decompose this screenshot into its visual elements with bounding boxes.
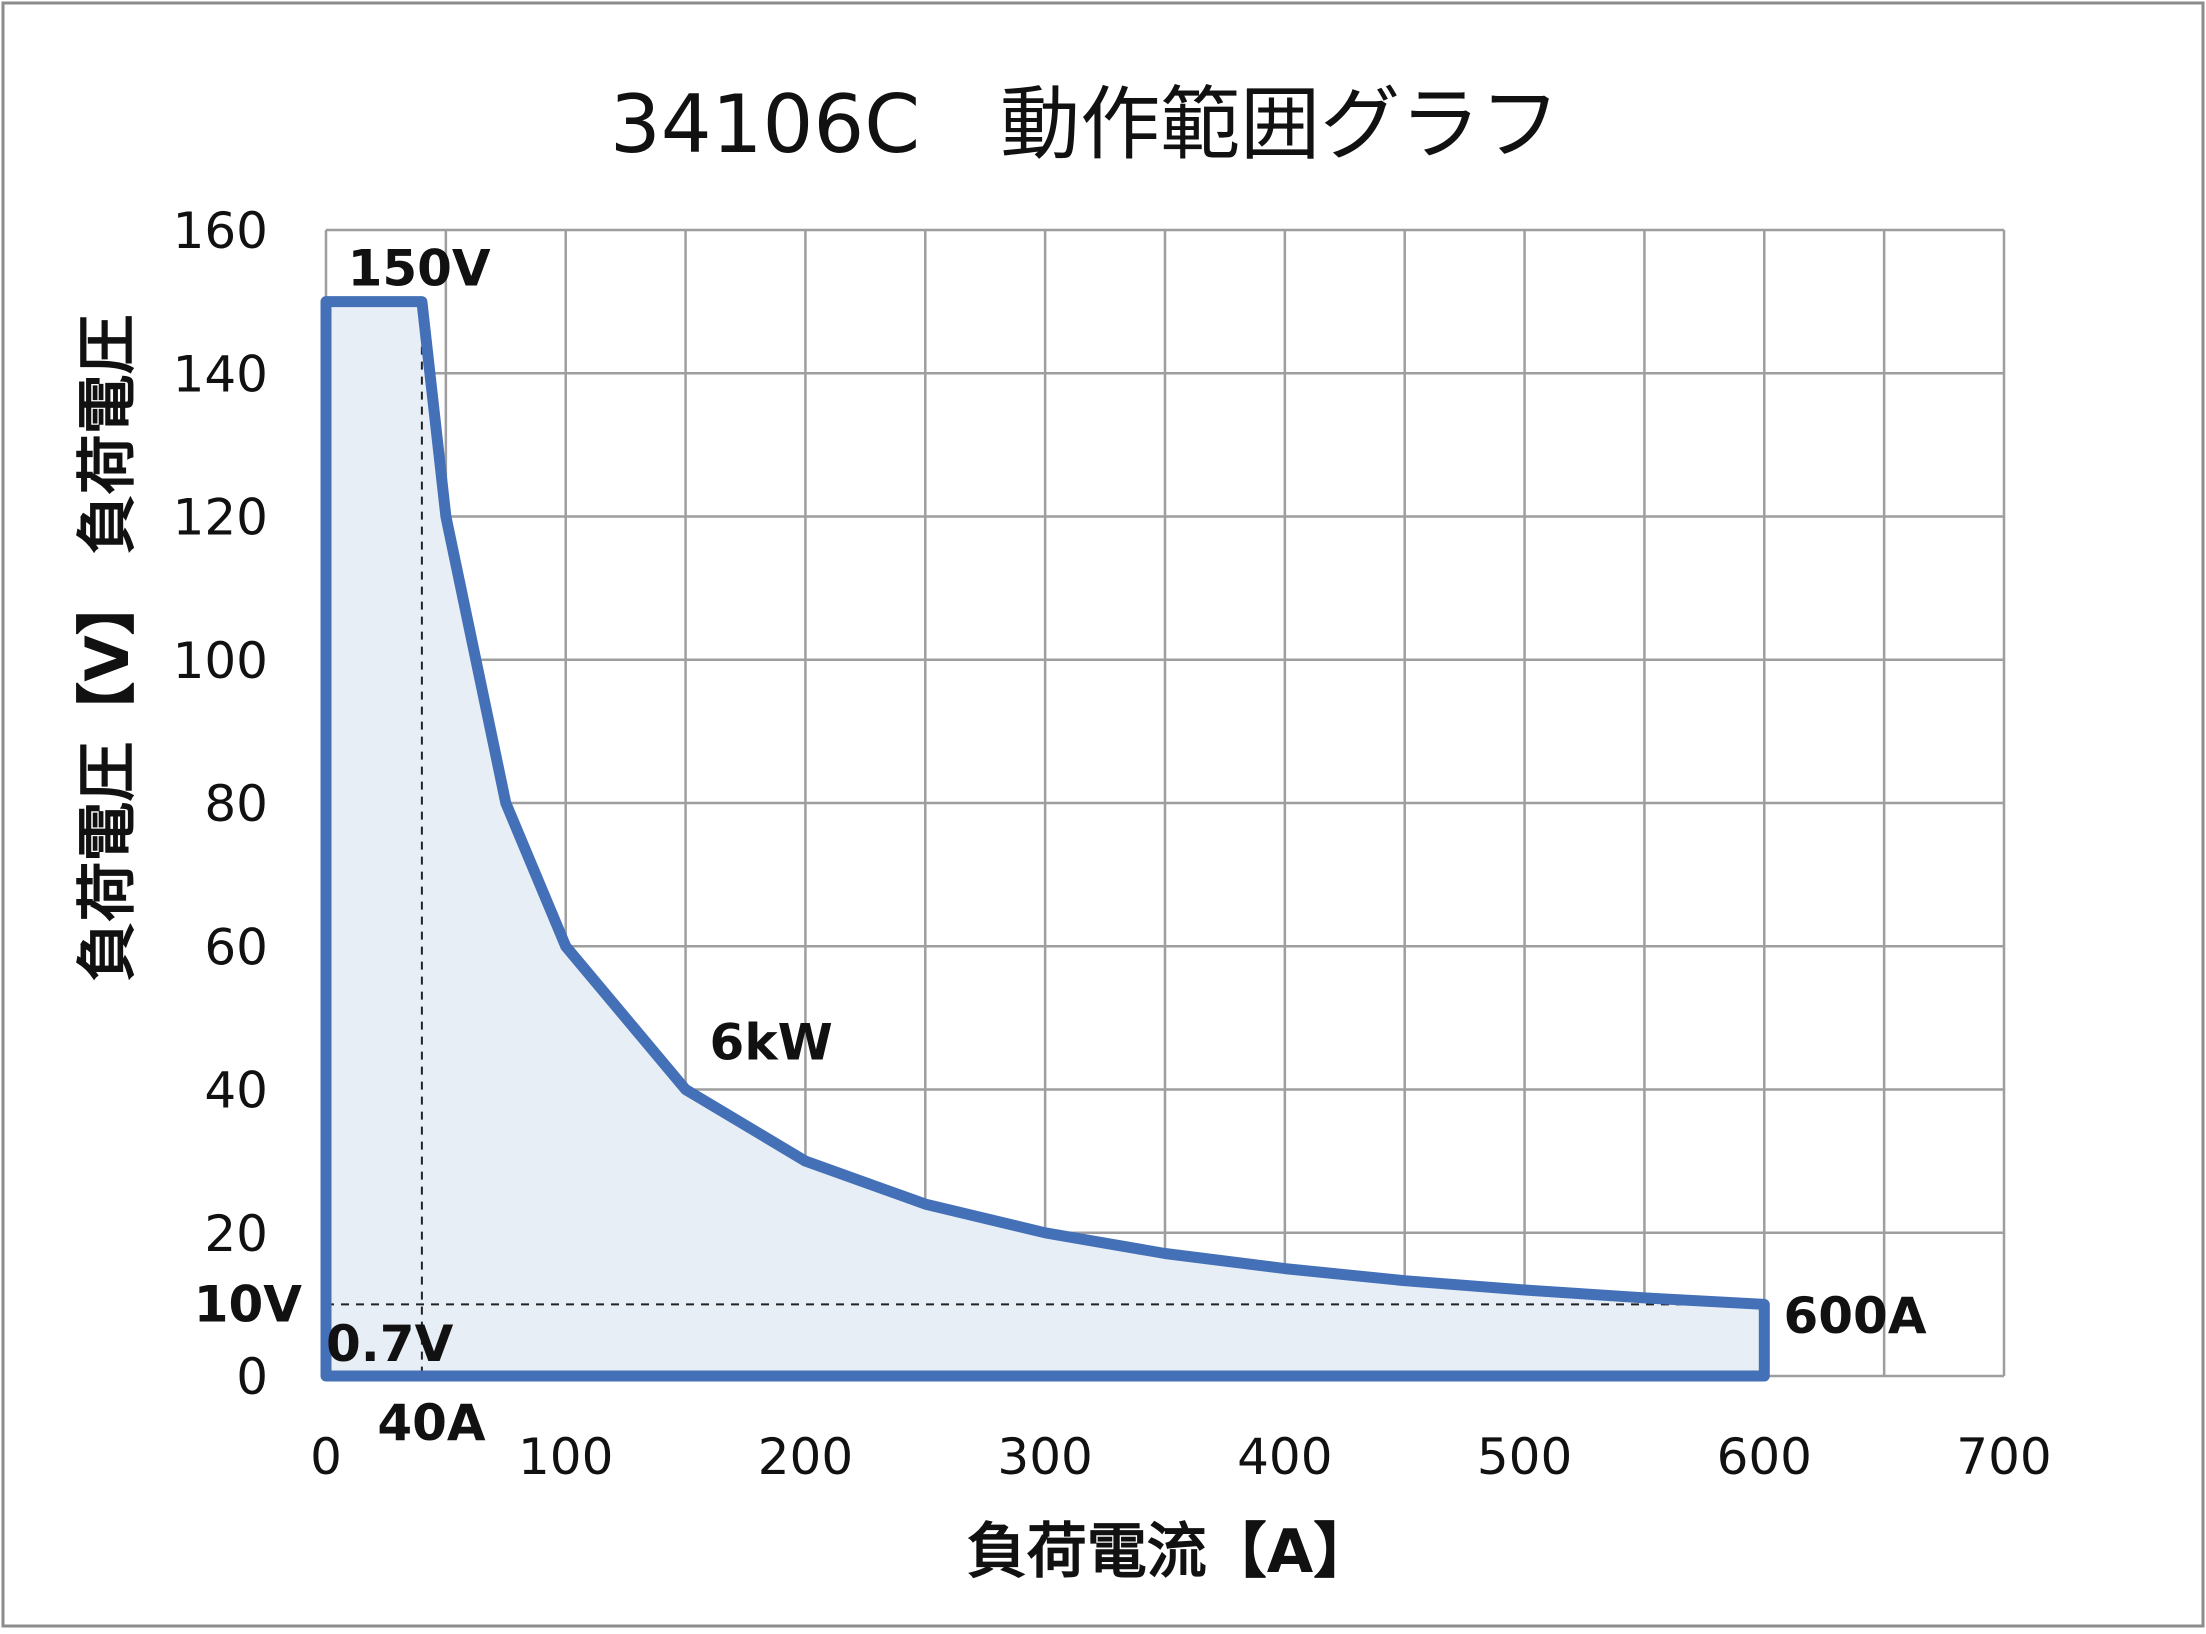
x-tick-label: 100 [518, 1428, 613, 1486]
annotation-label: 40A [377, 1394, 486, 1452]
x-tick-label: 600 [1717, 1428, 1812, 1486]
y-tick-label: 0 [236, 1348, 268, 1406]
y-tick-label: 40 [204, 1062, 268, 1120]
x-tick-label: 400 [1237, 1428, 1332, 1486]
y-tick-label: 100 [173, 632, 268, 690]
annotation-label: 10V [194, 1275, 303, 1333]
annotation-label: 150V [348, 240, 491, 298]
y-tick-label: 60 [204, 918, 268, 976]
x-tick-label: 500 [1477, 1428, 1572, 1486]
y-tick-label: 120 [173, 489, 268, 547]
x-tick-label: 200 [758, 1428, 853, 1486]
annotation-label: 0.7V [326, 1315, 454, 1373]
x-tick-label: 0 [310, 1428, 342, 1486]
y-axis-title: 負荷電圧【V】 負荷電圧 [73, 314, 143, 981]
annotation-label: 6kW [710, 1014, 833, 1072]
x-tick-label: 300 [997, 1428, 1092, 1486]
chart-title: 34106C 動作範囲グラフ [610, 78, 1560, 171]
x-axis-title: 負荷電流【A】 [967, 1517, 1373, 1587]
y-tick-label: 80 [204, 775, 268, 833]
y-tick-label: 140 [173, 345, 268, 403]
x-tick-label: 700 [1956, 1428, 2051, 1486]
y-tick-label: 160 [173, 202, 268, 260]
y-tick-label: 20 [204, 1205, 268, 1263]
annotation-label: 600A [1783, 1287, 1926, 1345]
